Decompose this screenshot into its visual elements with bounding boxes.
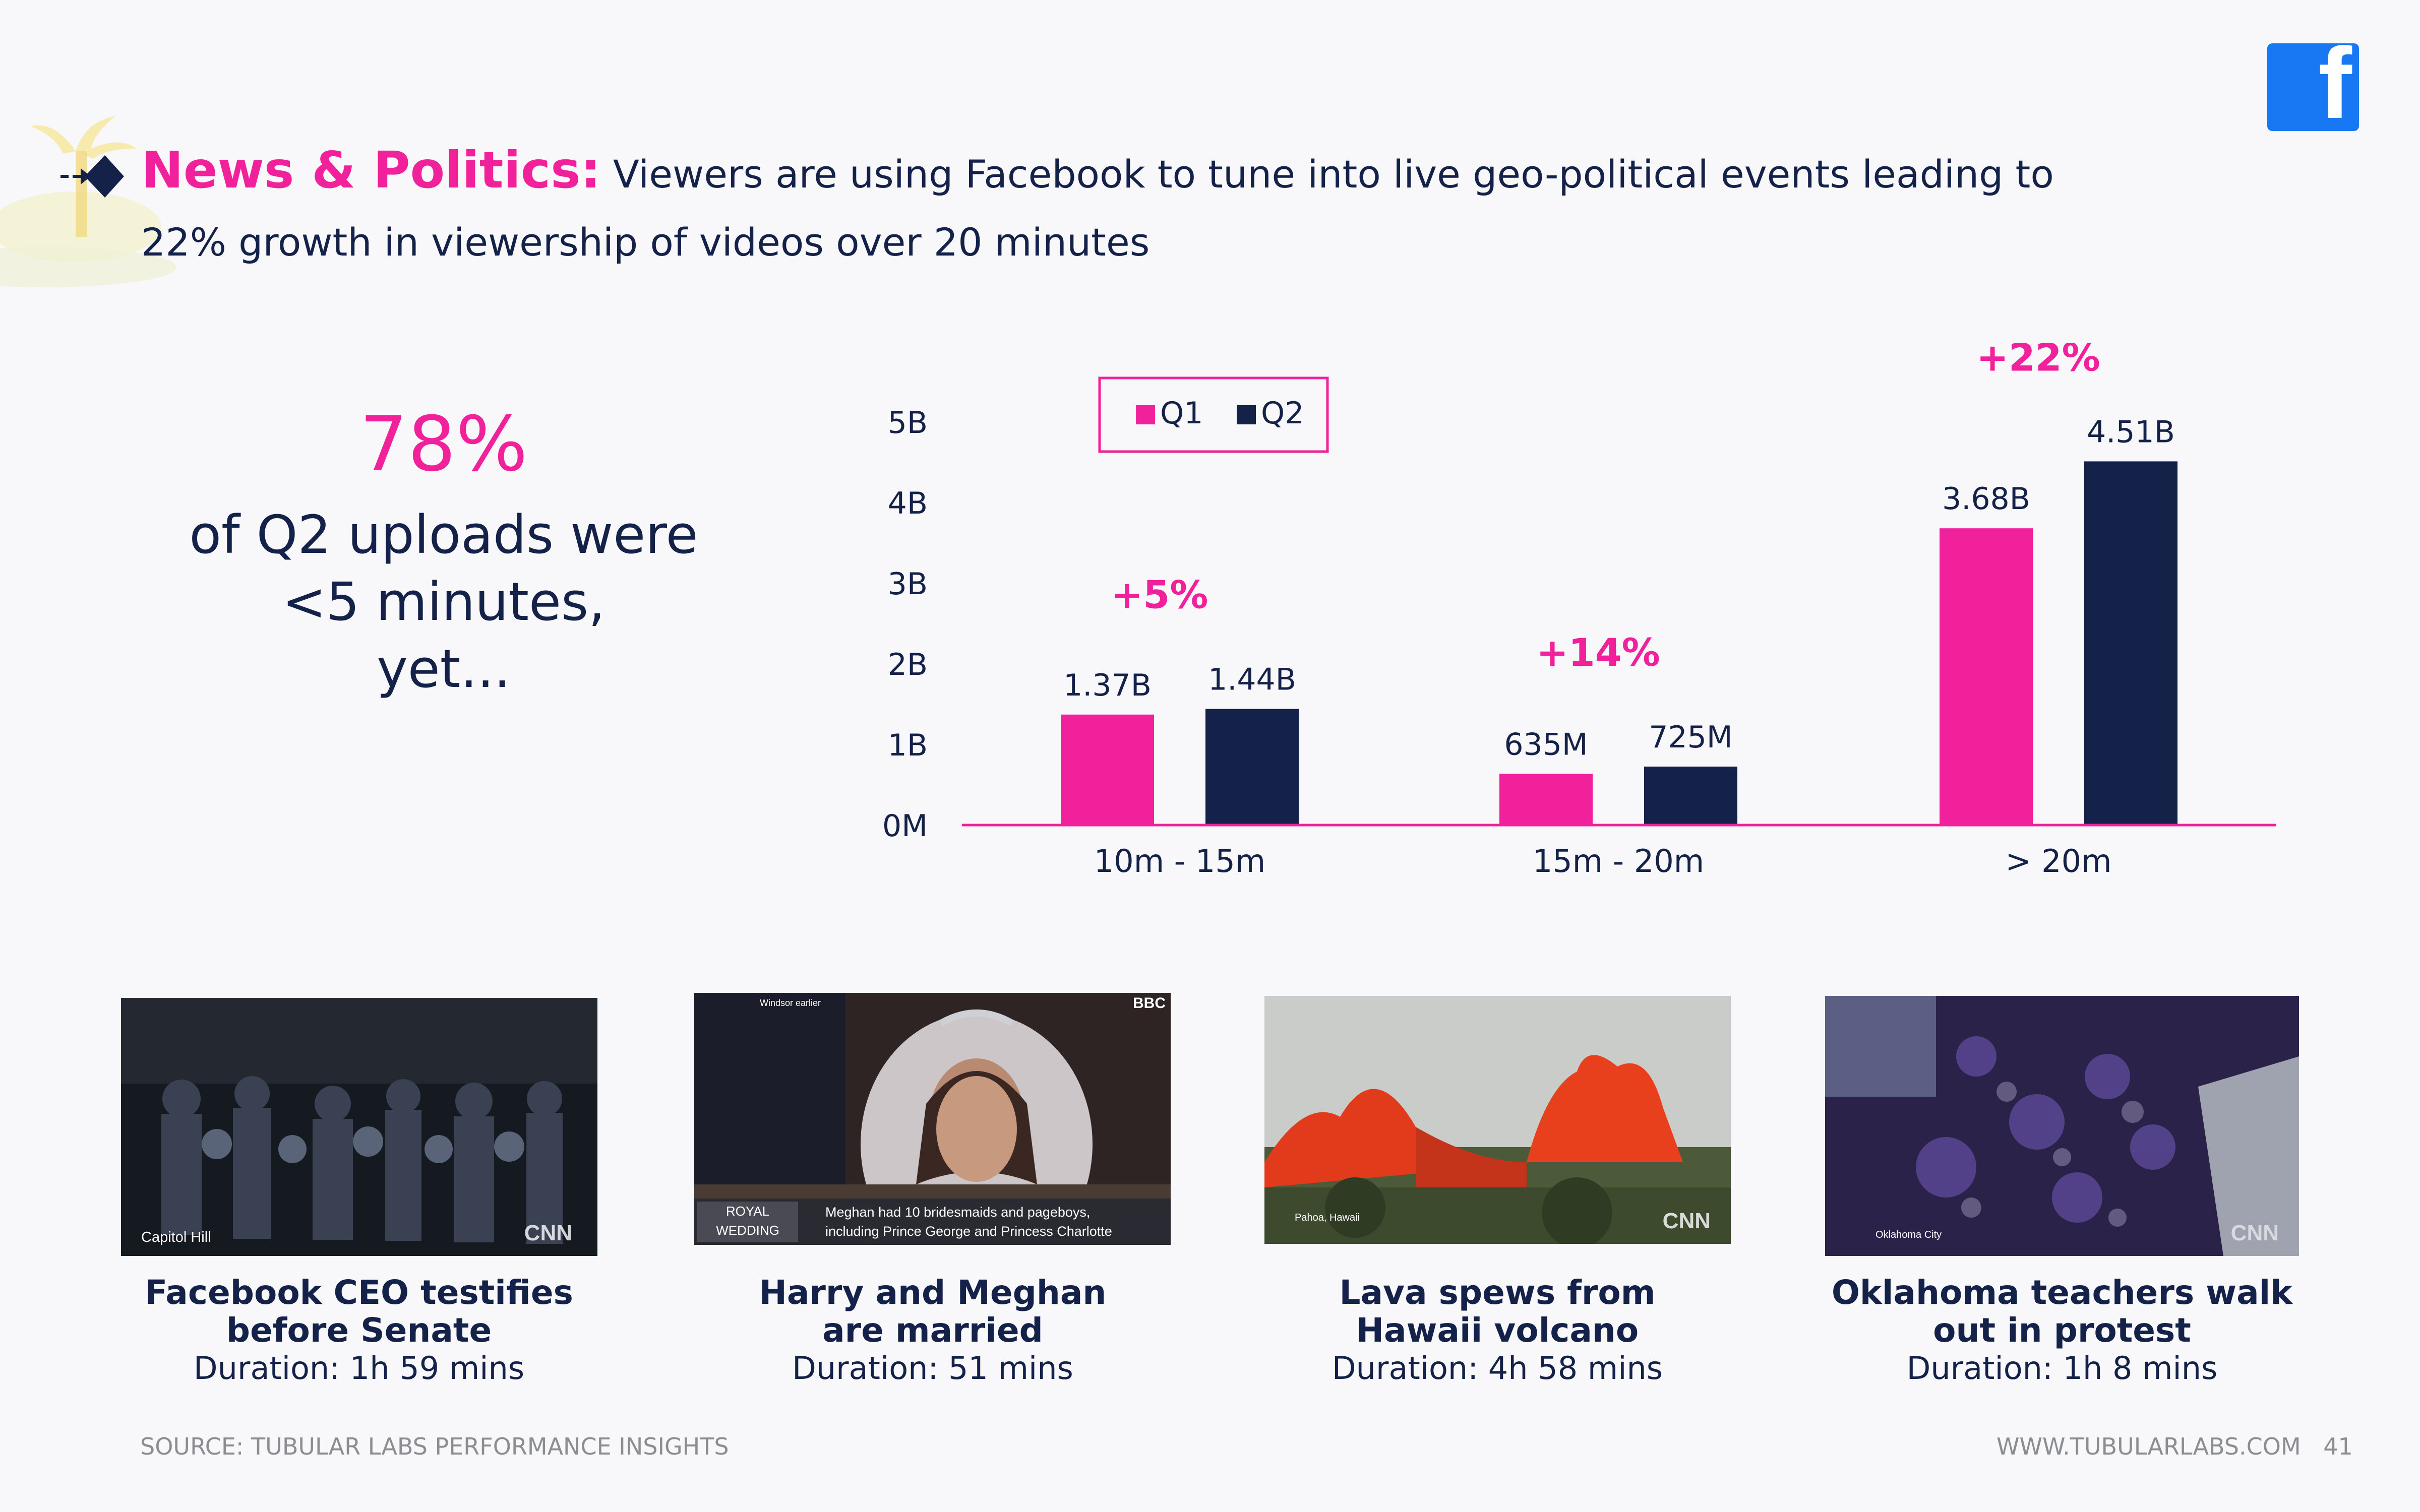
facebook-logo-icon: f xyxy=(2267,43,2359,131)
y-tick-label: 0M xyxy=(882,808,928,844)
headline: News & Politics: Viewers are using Faceb… xyxy=(141,136,2208,276)
data-label: 4.51B xyxy=(2087,414,2175,450)
page-number: 41 xyxy=(2323,1433,2353,1460)
card-title-line-2: out in protest xyxy=(1933,1311,2191,1350)
caption-line-2: including Prince George and Princess Cha… xyxy=(825,1224,1112,1239)
card-duration: Duration: 51 mins xyxy=(792,1350,1073,1387)
thumbnail-royal-wedding[interactable]: Windsor earlier BBC ROYAL WEDDING Meghan… xyxy=(694,993,1171,1245)
x-tick-label: > 20m xyxy=(2006,843,2112,879)
card-duration: Duration: 1h 59 mins xyxy=(193,1350,525,1387)
bar-q2 xyxy=(1205,709,1299,825)
thumbnail-overlay-label: Pahoa, Hawaii xyxy=(1295,1212,1360,1223)
card-title-line-1: Harry and Meghan xyxy=(759,1273,1107,1312)
cnn-logo: CNN xyxy=(1662,1209,1711,1233)
bar-q2 xyxy=(1644,767,1737,825)
bar-chart: 0M 1B 2B 3B 4B 5B 1.37B 1.44B 10m - 15m +5% 635M 72… xyxy=(882,343,2276,879)
cnn-logo: CNN xyxy=(2230,1221,2279,1245)
headline-label: News & Politics: xyxy=(141,141,601,200)
stat-line-2: <5 minutes, xyxy=(282,571,606,633)
thumbnail-overlay-label: Capitol Hill xyxy=(141,1229,211,1245)
footer-right: WWW.TUBULARLABS.COM 41 xyxy=(1996,1433,2353,1460)
badge-line-1: ROYAL xyxy=(725,1204,770,1219)
card-caption-senate: Facebook CEO testifies before Senate Dur… xyxy=(107,1274,611,1387)
arrow-right-icon xyxy=(60,155,124,198)
card-title-line-2: are married xyxy=(822,1311,1043,1350)
caption-bar: ROYAL WEDDING Meghan had 10 bridesmaids … xyxy=(694,1199,1171,1245)
growth-label: +5% xyxy=(1111,573,1208,617)
card-title-line-1: Lava spews from xyxy=(1339,1273,1656,1312)
y-tick-label: 1B xyxy=(888,728,928,763)
legend-swatch-q1 xyxy=(1136,405,1155,424)
bar-q1 xyxy=(1940,528,2033,825)
website-link[interactable]: WWW.TUBULARLABS.COM xyxy=(1996,1433,2301,1460)
thumbnail-senate[interactable]: Capitol Hill CNN xyxy=(121,998,597,1256)
data-label: 635M xyxy=(1504,727,1588,762)
card-title-line-2: before Senate xyxy=(226,1311,492,1350)
card-caption-protest: Oklahoma teachers walk out in protest Du… xyxy=(1810,1274,2314,1387)
card-title-line-1: Oklahoma teachers walk xyxy=(1831,1273,2293,1312)
card-caption-royal-wedding: Harry and Meghan are married Duration: 5… xyxy=(681,1274,1185,1387)
x-tick-label: 15m - 20m xyxy=(1533,843,1704,879)
senate-image xyxy=(121,998,597,1256)
growth-label: +22% xyxy=(1976,343,2100,380)
y-tick-label: 4B xyxy=(888,486,928,521)
card-title-line-2: Hawaii volcano xyxy=(1356,1311,1639,1350)
y-tick-label: 2B xyxy=(888,647,928,682)
legend-label-q1: Q1 xyxy=(1160,396,1203,431)
data-label: 1.44B xyxy=(1208,662,1296,698)
thumbnail-lava[interactable]: Pahoa, Hawaii CNN xyxy=(1264,996,1731,1244)
thumbnail-top-label: Windsor earlier xyxy=(760,998,821,1008)
stat-description: of Q2 uploads were <5 minutes, yet... xyxy=(166,501,721,703)
stat-line-3: yet... xyxy=(377,638,511,700)
y-tick-label: 5B xyxy=(888,405,928,440)
headline-text-1: Viewers are using Facebook to tune into … xyxy=(613,152,2054,197)
y-tick-label: 3B xyxy=(888,566,928,602)
data-label: 3.68B xyxy=(1942,481,2030,517)
source-note: SOURCE: TUBULAR LABS PERFORMANCE INSIGHT… xyxy=(140,1433,729,1460)
card-title-line-1: Facebook CEO testifies xyxy=(145,1273,573,1312)
stat-value: 78% xyxy=(359,401,528,488)
palm-tree-decoration xyxy=(0,116,176,287)
royal-wedding-badge: ROYAL WEDDING xyxy=(697,1202,798,1242)
legend-swatch-q2 xyxy=(1237,405,1256,424)
legend-label-q2: Q2 xyxy=(1261,396,1304,431)
card-duration: Duration: 1h 8 mins xyxy=(1906,1350,2218,1387)
bar-q1 xyxy=(1061,714,1154,825)
bar-q1 xyxy=(1499,774,1593,825)
badge-line-2: WEDDING xyxy=(716,1223,779,1238)
legend-box xyxy=(1098,376,1329,453)
protest-image xyxy=(1825,996,2299,1256)
lava-image xyxy=(1264,996,1731,1244)
x-tick-label: 10m - 15m xyxy=(1094,843,1265,879)
headline-line-1: News & Politics: Viewers are using Faceb… xyxy=(141,136,2208,208)
thumbnail-protest[interactable]: Oklahoma City CNN xyxy=(1825,996,2299,1256)
cnn-logo: CNN xyxy=(524,1221,572,1245)
growth-label: +14% xyxy=(1536,630,1660,675)
card-duration: Duration: 4h 58 mins xyxy=(1332,1350,1663,1387)
thumbnail-overlay-label: Oklahoma City xyxy=(1876,1229,1942,1240)
card-caption-lava: Lava spews from Hawaii volcano Duration:… xyxy=(1245,1274,1749,1387)
data-label: 725M xyxy=(1649,720,1732,755)
bar-q2 xyxy=(2084,461,2177,825)
stat-line-1: of Q2 uploads were xyxy=(189,504,698,565)
caption-line-1: Meghan had 10 bridesmaids and pageboys, xyxy=(825,1205,1091,1220)
bbc-logo: BBC xyxy=(1133,995,1166,1012)
data-label: 1.37B xyxy=(1063,668,1152,703)
headline-text-2: 22% growth in viewership of videos over … xyxy=(141,220,1150,265)
